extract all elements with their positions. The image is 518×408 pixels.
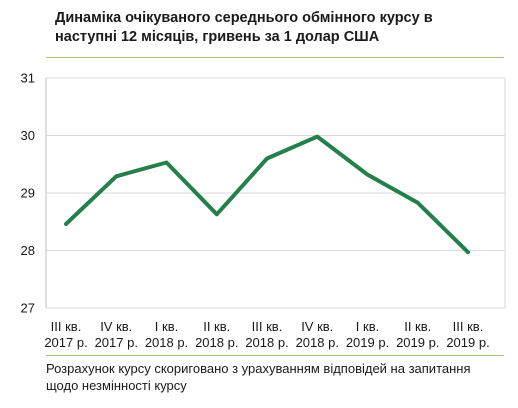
x-tick-label: 2017 р. xyxy=(95,335,138,350)
x-tick-label: III кв. xyxy=(51,319,82,334)
x-tick-label: III кв. xyxy=(453,319,484,334)
chart-title: Динаміка очікуваного середнього обмінног… xyxy=(55,9,495,47)
x-tick-label: 2019 р. xyxy=(346,335,389,350)
x-tick-label: I кв. xyxy=(356,319,379,334)
footnote-line-1: Розрахунок курсу скориговано з урахуванн… xyxy=(46,361,471,376)
footnote-divider xyxy=(46,355,504,356)
y-tick-label: 29 xyxy=(21,186,35,201)
title-divider xyxy=(46,57,504,58)
x-tick-label: 2018 р. xyxy=(195,335,238,350)
x-tick-label: 2018 р. xyxy=(296,335,339,350)
x-tick-label: IV кв. xyxy=(100,319,132,334)
y-tick-label: 27 xyxy=(21,301,35,316)
x-tick-label: 2017 р. xyxy=(44,335,87,350)
x-tick-label: 2019 р. xyxy=(396,335,439,350)
chart-title-line-2: наступні 12 місяців, гривень за 1 долар … xyxy=(55,29,380,45)
y-tick-label: 28 xyxy=(21,243,35,258)
y-tick-label: 31 xyxy=(21,71,35,86)
x-tick-label: I кв. xyxy=(155,319,178,334)
x-tick-label: II кв. xyxy=(404,319,431,334)
chart-footnote: Розрахунок курсу скориговано з урахуванн… xyxy=(46,360,506,394)
series-line xyxy=(64,134,470,255)
x-tick-label: II кв. xyxy=(203,319,230,334)
x-tick-label: 2018 р. xyxy=(245,335,288,350)
x-tick-label: 2019 р. xyxy=(446,335,489,350)
footnote-line-2: щодо незмінності курсу xyxy=(46,378,187,393)
x-tick-label: IV кв. xyxy=(301,319,333,334)
chart-title-line-1: Динаміка очікуваного середнього обмінног… xyxy=(55,10,433,26)
x-tick-label: III кв. xyxy=(252,319,283,334)
x-tick-label: 2018 р. xyxy=(145,335,188,350)
y-tick-label: 30 xyxy=(21,128,35,143)
